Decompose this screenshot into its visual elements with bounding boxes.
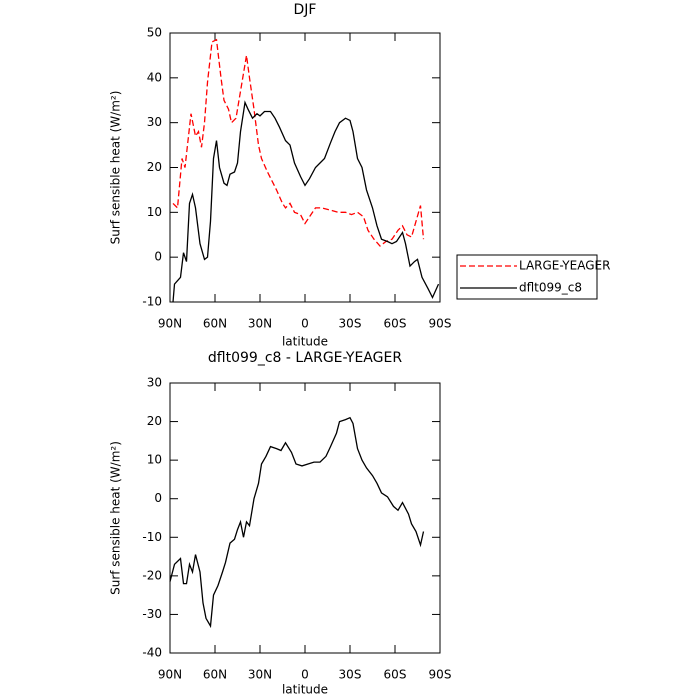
x-tick-label: 90S bbox=[429, 317, 452, 331]
x-tick-label: 60S bbox=[384, 317, 407, 331]
data-line bbox=[169, 416, 425, 629]
x-tick-label: 90N bbox=[158, 668, 182, 682]
x-tick-label: 30S bbox=[339, 317, 362, 331]
y-tick-label: -30 bbox=[142, 607, 162, 621]
data-line bbox=[172, 100, 440, 303]
x-tick-label: 30N bbox=[248, 317, 272, 331]
legend-label: LARGE-YEAGER bbox=[519, 259, 610, 273]
y-tick-label: 40 bbox=[147, 70, 162, 84]
x-axis-label: latitude bbox=[282, 683, 328, 697]
x-tick-label: 0 bbox=[301, 317, 309, 331]
x-tick-label: 90N bbox=[158, 317, 182, 331]
x-tick-label: 30S bbox=[339, 668, 362, 682]
legend-label: dflt099_c8 bbox=[519, 281, 582, 295]
x-axis-label: latitude bbox=[282, 335, 328, 349]
y-tick-label: 0 bbox=[154, 250, 162, 264]
y-tick-label: 10 bbox=[147, 205, 162, 219]
y-tick-label: 20 bbox=[147, 160, 162, 174]
y-tick-label: 20 bbox=[147, 414, 162, 428]
y-tick-label: 30 bbox=[147, 115, 162, 129]
y-tick-label: -10 bbox=[142, 295, 162, 309]
x-tick-label: 60S bbox=[384, 668, 407, 682]
x-tick-label: 0 bbox=[301, 668, 309, 682]
y-tick-label: 50 bbox=[147, 26, 162, 40]
y-tick-label: -40 bbox=[142, 646, 162, 660]
y-tick-label: 10 bbox=[147, 453, 162, 467]
x-tick-label: 90S bbox=[429, 668, 452, 682]
legend-box bbox=[456, 254, 598, 300]
x-tick-label: 60N bbox=[203, 317, 227, 331]
y-tick-label: -20 bbox=[142, 568, 162, 582]
y-tick-label: 0 bbox=[154, 491, 162, 505]
y-axis-label: Surf sensible heat (W/m²) bbox=[109, 91, 123, 245]
x-tick-label: 30N bbox=[248, 668, 272, 682]
y-tick-label: -10 bbox=[142, 530, 162, 544]
plot-frame bbox=[169, 32, 441, 303]
chart-title: dflt099_c8 - LARGE-YEAGER bbox=[208, 350, 402, 366]
y-tick-label: 30 bbox=[147, 376, 162, 390]
chart-title: DJF bbox=[294, 2, 317, 18]
x-tick-label: 60N bbox=[203, 668, 227, 682]
plot-frame bbox=[169, 382, 441, 654]
y-axis-label: Surf sensible heat (W/m²) bbox=[109, 441, 123, 595]
